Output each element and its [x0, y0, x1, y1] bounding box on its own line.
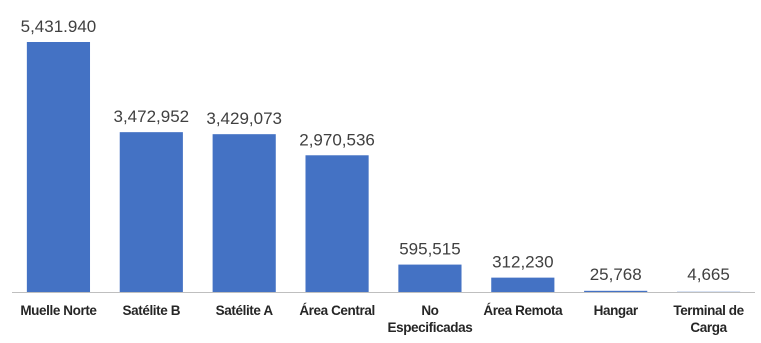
bar-3 [305, 155, 369, 292]
category-label-0: Muelle Norte [20, 303, 97, 318]
data-label-3: 2,970,536 [299, 130, 375, 149]
bars-group [26, 42, 741, 293]
data-label-2: 3,429,073 [206, 109, 282, 128]
category-label-5: Área Remota [483, 303, 563, 318]
data-label-1: 3,472,952 [113, 107, 189, 126]
category-label-3: Área Central [299, 303, 374, 318]
category-label-4: No Especificadas [388, 303, 473, 335]
category-label-7: Terminal de Carga [673, 303, 744, 335]
data-label-7: 4,665 [687, 265, 730, 284]
data-labels-group: 5,431.940 3,472,952 3,429,073 2,970,536 595,… [21, 17, 730, 284]
bar-4 [398, 264, 462, 292]
data-label-6: 25,768 [590, 265, 642, 284]
bar-6 [584, 290, 648, 292]
category-label-2: Satélite A [216, 303, 274, 318]
category-label-6: Hangar [594, 303, 639, 318]
data-label-4: 595,515 [399, 240, 460, 259]
bar-0 [26, 42, 91, 292]
category-label-1: Satélite B [123, 303, 181, 318]
data-label-0: 5,431.940 [21, 17, 97, 36]
bar-1 [119, 132, 183, 292]
category-labels-group: Muelle Norte Satélite B Satélite A Área Cen… [20, 303, 745, 335]
bar-2 [212, 134, 276, 292]
bar-5 [491, 277, 555, 292]
data-label-5: 312,230 [492, 253, 553, 272]
